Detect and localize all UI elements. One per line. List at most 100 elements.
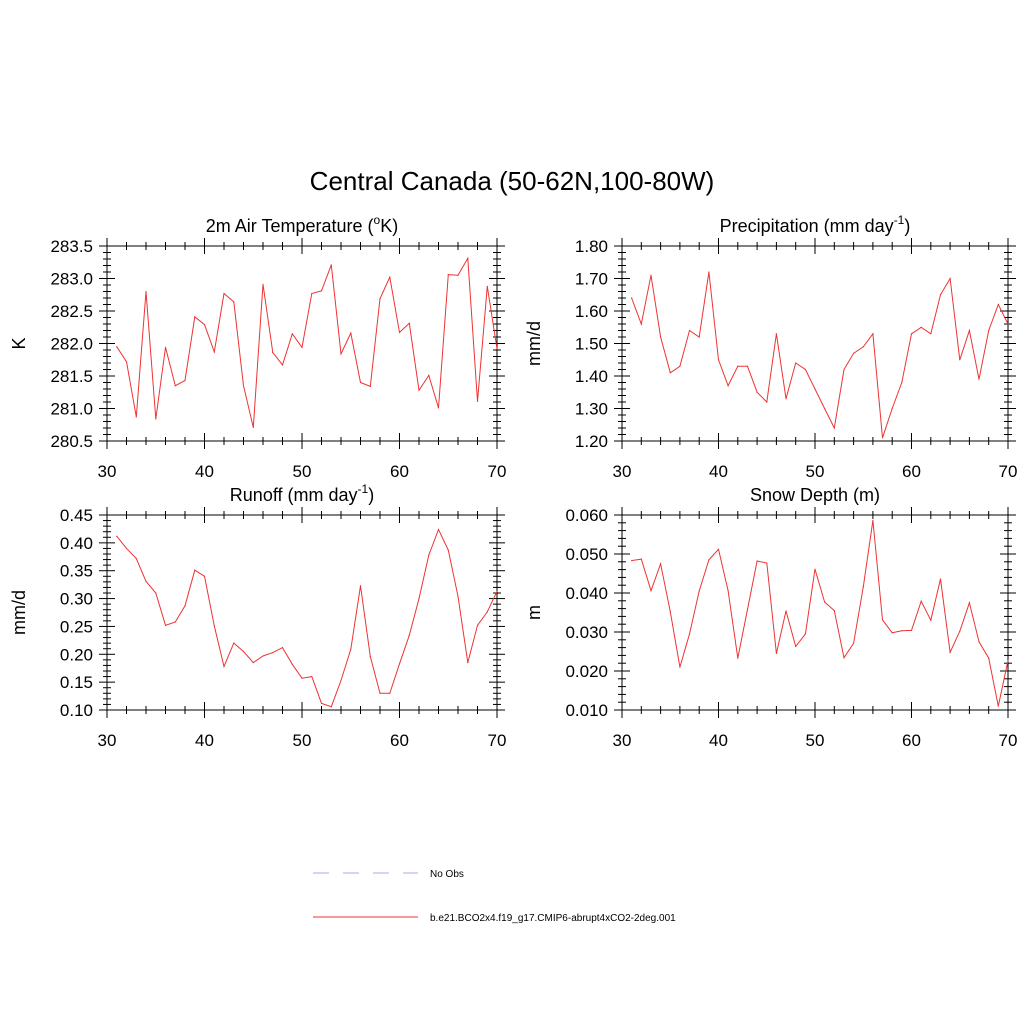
data-point	[233, 642, 235, 644]
data-point	[194, 316, 196, 318]
data-point	[669, 611, 671, 613]
data-point	[125, 361, 128, 363]
panel-title-suffix: K)	[380, 216, 398, 236]
plot-frame	[621, 514, 1009, 711]
data-point	[959, 630, 961, 632]
main-title: Central Canada (50-62N,100-80W)	[310, 166, 715, 196]
data-point	[968, 602, 971, 604]
data-point	[910, 333, 913, 335]
y-tick-label: 0.050	[565, 545, 608, 564]
data-point	[437, 407, 440, 409]
x-tick-label: 50	[293, 731, 312, 750]
y-axis-label: m	[524, 605, 544, 620]
data-point	[291, 333, 293, 335]
data-point	[408, 634, 410, 636]
y-tick-label: 283.5	[50, 237, 93, 256]
y-tick-label: 283.0	[50, 270, 93, 289]
data-point	[408, 322, 410, 324]
panel-title-superscript: -1	[358, 482, 369, 496]
x-tick-label: 40	[709, 731, 728, 750]
data-point	[242, 650, 245, 653]
series-line-1	[116, 528, 498, 708]
data-point	[467, 662, 469, 664]
x-tick-label: 70	[999, 731, 1018, 750]
data-point	[320, 290, 323, 292]
data-point	[467, 257, 469, 259]
y-tick-label: 1.20	[575, 432, 608, 451]
data-point	[486, 611, 488, 613]
x-tick-label: 70	[999, 462, 1018, 481]
data-point	[872, 333, 874, 335]
y-tick-label: 282.0	[50, 335, 93, 354]
data-point	[389, 276, 391, 278]
plot-frame	[621, 245, 1009, 442]
data-point	[881, 437, 884, 439]
data-point	[775, 333, 778, 335]
panel-title-suffix: )	[368, 485, 374, 505]
data-point	[997, 303, 999, 306]
data-point	[717, 548, 720, 550]
y-tick-label: 0.030	[565, 623, 608, 642]
data-point	[194, 569, 196, 571]
data-point	[746, 365, 749, 367]
data-point	[389, 692, 391, 694]
y-tick-label: 282.5	[50, 302, 93, 321]
data-point	[350, 648, 352, 650]
y-tick-label: 0.15	[60, 673, 93, 692]
panel-4: Snow Depth (m) m 30 40 50 60 70 0.010 0.020 0.030…	[524, 485, 1017, 750]
data-point	[330, 264, 332, 266]
y-tick-label: 1.50	[575, 335, 608, 354]
data-point	[833, 427, 835, 429]
data-point	[340, 679, 342, 682]
data-point	[698, 590, 700, 592]
y-tick-label: 281.0	[50, 400, 93, 419]
data-point	[978, 378, 980, 380]
panel-title-suffix: )	[904, 216, 910, 236]
panel-title: 2m Air Temperature (oK)	[206, 213, 398, 236]
data-point	[853, 352, 855, 354]
data-point	[862, 586, 864, 588]
data-point	[155, 418, 157, 420]
data-point	[968, 329, 971, 332]
panel-2: Precipitation (mm day-1) mm/d 30 40 50 60 70 1.…	[524, 213, 1017, 481]
data-point	[311, 675, 313, 678]
data-point	[756, 560, 758, 562]
data-point	[301, 346, 303, 348]
x-tick-label: 30	[98, 462, 117, 481]
data-point	[174, 385, 176, 387]
data-point	[920, 600, 922, 602]
data-point	[727, 590, 729, 592]
data-point	[476, 624, 479, 626]
data-point	[252, 426, 254, 428]
data-point	[698, 336, 700, 338]
data-point	[184, 379, 186, 382]
data-point	[311, 292, 313, 295]
data-point	[369, 655, 371, 658]
data-point	[272, 352, 274, 354]
series-line-1	[116, 256, 498, 428]
data-point	[766, 401, 768, 403]
data-point	[640, 558, 642, 560]
data-point	[213, 351, 215, 353]
data-point	[116, 346, 118, 348]
data-point	[650, 590, 652, 592]
plot-frame	[106, 514, 498, 711]
data-point	[320, 702, 323, 704]
data-point	[281, 647, 284, 649]
y-tick-label: 0.40	[60, 534, 93, 553]
data-point	[997, 705, 999, 707]
data-point	[184, 605, 186, 607]
series-line-1	[631, 520, 1009, 707]
y-tick-label: 1.30	[575, 400, 608, 419]
data-point	[891, 632, 893, 634]
panel-title-superscript: -1	[894, 213, 905, 227]
legend-label-1: No Obs	[430, 869, 464, 880]
data-point	[737, 365, 739, 367]
data-point	[843, 657, 845, 659]
data-point	[359, 381, 362, 384]
data-point	[688, 329, 691, 332]
data-point	[359, 585, 362, 587]
data-point	[145, 580, 147, 582]
data-point	[833, 609, 835, 612]
data-point	[1007, 659, 1009, 662]
